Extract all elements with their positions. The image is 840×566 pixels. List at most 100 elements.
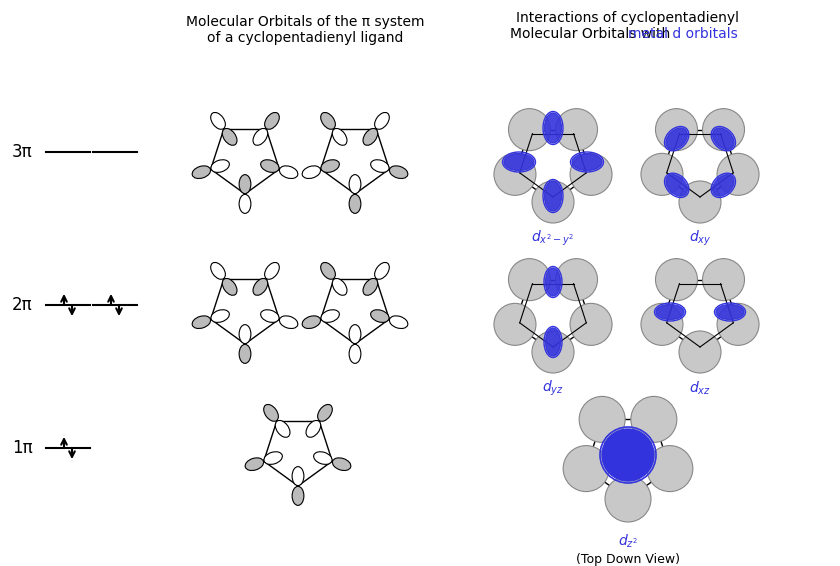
Circle shape <box>494 303 536 345</box>
Ellipse shape <box>280 166 298 178</box>
Ellipse shape <box>333 128 347 145</box>
Ellipse shape <box>223 278 237 295</box>
Ellipse shape <box>572 153 602 170</box>
Ellipse shape <box>504 153 534 170</box>
Ellipse shape <box>370 160 389 173</box>
Ellipse shape <box>656 305 684 319</box>
Ellipse shape <box>211 113 225 129</box>
Ellipse shape <box>313 452 332 464</box>
Ellipse shape <box>321 113 335 129</box>
Circle shape <box>570 153 612 195</box>
Circle shape <box>532 181 574 223</box>
Text: $d_{z^2}$: $d_{z^2}$ <box>618 532 638 550</box>
Ellipse shape <box>390 316 408 328</box>
Ellipse shape <box>349 175 361 194</box>
Ellipse shape <box>239 344 251 363</box>
Ellipse shape <box>292 486 304 505</box>
Ellipse shape <box>544 181 561 211</box>
Ellipse shape <box>253 278 268 295</box>
Circle shape <box>570 303 612 345</box>
Circle shape <box>494 153 536 195</box>
Text: 1π: 1π <box>12 439 33 457</box>
Circle shape <box>563 445 609 492</box>
Text: Molecular Orbitals of the π system: Molecular Orbitals of the π system <box>186 15 424 29</box>
Ellipse shape <box>192 166 211 178</box>
Ellipse shape <box>292 466 304 486</box>
Ellipse shape <box>211 160 229 173</box>
Ellipse shape <box>349 344 361 363</box>
Circle shape <box>655 109 697 151</box>
Ellipse shape <box>211 310 229 323</box>
Ellipse shape <box>260 310 279 323</box>
Circle shape <box>508 109 550 151</box>
Text: Interactions of cyclopentadienyl: Interactions of cyclopentadienyl <box>517 11 739 25</box>
Ellipse shape <box>363 128 378 145</box>
Circle shape <box>605 476 651 522</box>
Ellipse shape <box>239 175 251 194</box>
Circle shape <box>679 181 721 223</box>
Ellipse shape <box>712 128 734 149</box>
Ellipse shape <box>239 194 251 213</box>
Ellipse shape <box>333 458 351 470</box>
Circle shape <box>717 303 759 345</box>
Ellipse shape <box>245 458 264 470</box>
Ellipse shape <box>375 263 389 279</box>
Ellipse shape <box>716 305 744 319</box>
Circle shape <box>602 429 654 481</box>
Ellipse shape <box>390 166 408 178</box>
Ellipse shape <box>666 128 687 149</box>
Ellipse shape <box>265 263 280 279</box>
Ellipse shape <box>712 175 734 196</box>
Circle shape <box>702 109 744 151</box>
Ellipse shape <box>223 128 237 145</box>
Circle shape <box>555 259 597 301</box>
Circle shape <box>631 396 677 443</box>
Ellipse shape <box>321 263 335 279</box>
Text: of a cyclopentadienyl ligand: of a cyclopentadienyl ligand <box>207 31 403 45</box>
Ellipse shape <box>260 160 279 173</box>
Text: metal d orbitals: metal d orbitals <box>628 27 738 41</box>
Ellipse shape <box>544 113 561 143</box>
Circle shape <box>532 331 574 373</box>
Ellipse shape <box>265 113 280 129</box>
Text: Molecular Orbitals with: Molecular Orbitals with <box>510 27 675 41</box>
Circle shape <box>679 331 721 373</box>
Ellipse shape <box>333 278 347 295</box>
Text: 3π: 3π <box>12 143 33 161</box>
Ellipse shape <box>363 278 378 295</box>
Circle shape <box>655 259 697 301</box>
Ellipse shape <box>666 175 687 196</box>
Ellipse shape <box>264 452 282 464</box>
Ellipse shape <box>239 325 251 344</box>
Circle shape <box>641 153 683 195</box>
Text: $d_{x^2-y^2}$: $d_{x^2-y^2}$ <box>532 228 575 248</box>
Ellipse shape <box>318 405 333 421</box>
Ellipse shape <box>280 316 298 328</box>
Ellipse shape <box>302 166 321 178</box>
Circle shape <box>641 303 683 345</box>
Ellipse shape <box>375 113 389 129</box>
Ellipse shape <box>192 316 211 328</box>
Ellipse shape <box>545 268 560 296</box>
Text: $d_{yz}$: $d_{yz}$ <box>542 378 564 398</box>
Circle shape <box>647 445 693 492</box>
Circle shape <box>555 109 597 151</box>
Circle shape <box>702 259 744 301</box>
Ellipse shape <box>211 263 225 279</box>
Circle shape <box>717 153 759 195</box>
Ellipse shape <box>349 194 361 213</box>
Ellipse shape <box>276 421 290 438</box>
Text: (Top Down View): (Top Down View) <box>576 552 680 565</box>
Text: 2π: 2π <box>12 296 33 314</box>
Ellipse shape <box>302 316 321 328</box>
Text: $d_{xy}$: $d_{xy}$ <box>689 228 711 248</box>
Circle shape <box>508 259 550 301</box>
Ellipse shape <box>321 160 339 173</box>
Ellipse shape <box>321 310 339 323</box>
Ellipse shape <box>264 405 278 421</box>
Ellipse shape <box>306 421 321 438</box>
Text: $d_{xz}$: $d_{xz}$ <box>689 379 711 397</box>
Ellipse shape <box>349 325 361 344</box>
Ellipse shape <box>253 128 268 145</box>
Circle shape <box>579 396 625 443</box>
